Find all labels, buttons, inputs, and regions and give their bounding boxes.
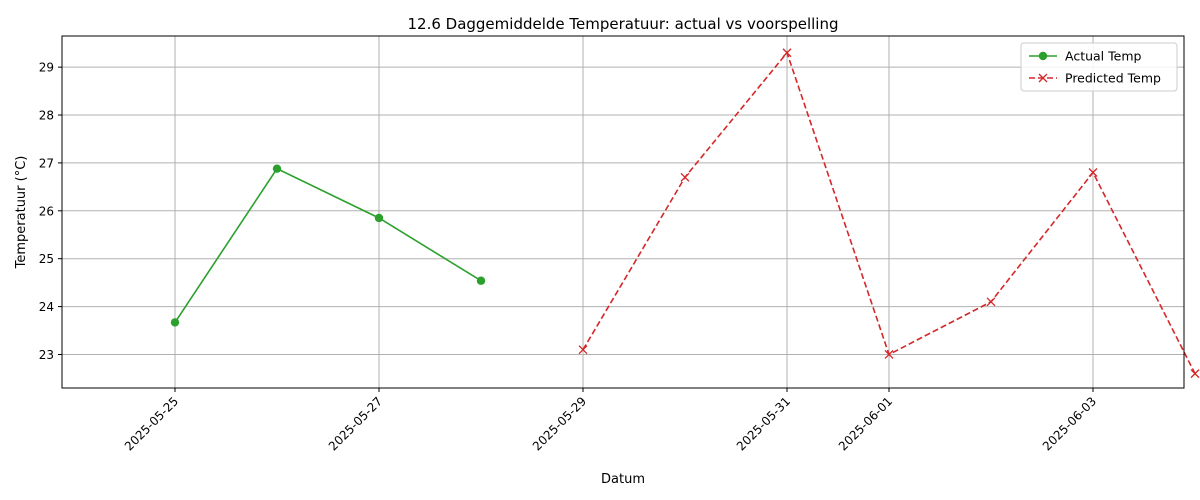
- data-point-predicted: [1088, 168, 1098, 177]
- series-layer: [170, 48, 1200, 379]
- y-tick-label: 28: [39, 109, 54, 123]
- plot-frame: [61, 35, 1185, 389]
- y-tick-label: 27: [39, 156, 54, 170]
- data-point-predicted: [1190, 369, 1200, 379]
- y-tick-label: 23: [39, 348, 54, 362]
- data-point-predicted: [578, 345, 588, 355]
- legend-label: Predicted Temp: [1065, 71, 1161, 86]
- data-point-predicted: [884, 350, 894, 359]
- legend-marker: [1038, 51, 1048, 61]
- legend-marker: [1038, 73, 1048, 83]
- marker-stroke: [1190, 369, 1200, 379]
- marker-stroke: [884, 350, 894, 359]
- marker-stroke: [578, 345, 588, 355]
- y-tick-label: 24: [39, 300, 54, 314]
- legend-box: [1020, 42, 1178, 92]
- chart-title: 12.6 Daggemiddelde Temperatuur: actual v…: [407, 15, 838, 33]
- data-point-predicted: [986, 297, 996, 307]
- marker-stroke: [986, 297, 996, 307]
- legend-label: Actual Temp: [1065, 49, 1142, 64]
- data-point-actual: [170, 318, 180, 327]
- marker-stroke: [1088, 168, 1098, 177]
- y-axis-label: Temperatuur (°C): [14, 156, 29, 270]
- y-tick-label: 26: [39, 204, 54, 218]
- data-point-actual: [272, 164, 282, 173]
- marker-stroke: [782, 48, 792, 58]
- legend: Actual Temp Predicted Temp: [1020, 42, 1178, 92]
- y-tick-label: 29: [39, 61, 54, 75]
- data-point-predicted: [680, 172, 690, 182]
- data-point-actual: [476, 276, 486, 285]
- y-tick-label: 25: [39, 252, 54, 266]
- data-point-predicted: [782, 48, 792, 58]
- grid: [62, 36, 1184, 388]
- data-point-actual: [374, 213, 384, 223]
- series-line-1: [174, 167, 482, 323]
- marker-stroke: [680, 172, 690, 182]
- x-axis-label: Datum: [601, 472, 645, 487]
